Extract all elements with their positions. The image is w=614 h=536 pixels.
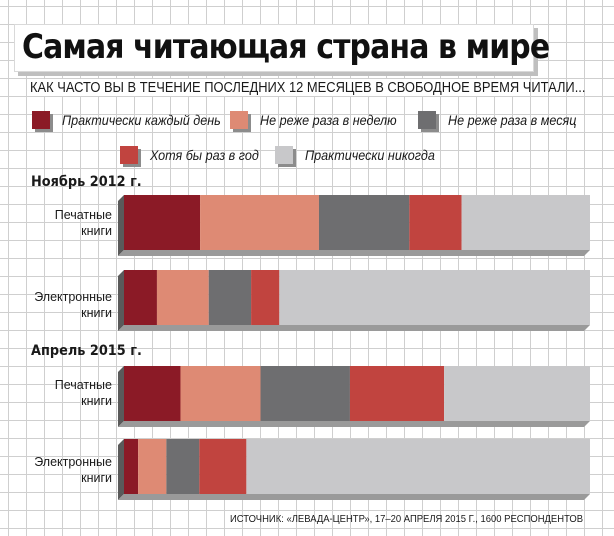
- chart-title: Самая читающая страна в мире: [22, 27, 550, 67]
- row-label-2015-ebook: Электронные книги: [2, 454, 112, 486]
- row-label-line: книги: [81, 471, 112, 485]
- bar-row-3: [118, 439, 590, 500]
- survey-question: КАК ЧАСТО ВЫ В ТЕЧЕНИЕ ПОСЛЕДНИХ 12 МЕСЯ…: [30, 79, 586, 96]
- bar-segment-monthly: [260, 366, 350, 421]
- bar-segment-yearly: [409, 195, 462, 250]
- legend-swatch-monthly: [418, 111, 436, 129]
- bar-segment-yearly: [251, 270, 280, 325]
- legend-label-weekly: Не реже раза в неделю: [260, 112, 397, 128]
- bar-row-0: [118, 195, 590, 256]
- row-label-line: Электронные: [34, 455, 112, 469]
- bar-segment-daily: [124, 439, 139, 494]
- bar-segment-weekly: [138, 439, 167, 494]
- row-label-2015-print: Печатные книги: [2, 377, 112, 409]
- bar-depth-side: [118, 366, 124, 427]
- legend-swatch-never: [275, 146, 293, 164]
- row-label-line: книги: [81, 224, 112, 238]
- bar-depth-bottom: [118, 325, 590, 331]
- bar-depth-side: [118, 270, 124, 331]
- row-label-line: Электронные: [34, 290, 112, 304]
- legend-label-never: Практически никогда: [305, 147, 435, 163]
- row-label-2012-ebook: Электронные книги: [2, 289, 112, 321]
- bar-segment-yearly: [349, 366, 445, 421]
- legend-swatch-yearly: [120, 146, 138, 164]
- legend-swatch-weekly: [230, 111, 248, 129]
- bar-segment-never: [246, 439, 590, 494]
- legend-label-yearly: Хотя бы раз в год: [150, 147, 259, 163]
- bar-row-2: [118, 366, 590, 427]
- bar-depth-bottom: [118, 421, 590, 427]
- row-label-line: Печатные: [54, 208, 112, 222]
- bar-segment-never: [444, 366, 590, 421]
- bar-row-1: [118, 270, 590, 331]
- bar-segment-weekly: [180, 366, 261, 421]
- bar-segment-never: [461, 195, 590, 250]
- legend-label-monthly: Не реже раза в месяц: [448, 112, 577, 128]
- bar-segment-never: [279, 270, 590, 325]
- row-label-line: Печатные: [54, 378, 112, 392]
- row-label-2012-print: Печатные книги: [2, 207, 112, 239]
- row-label-line: книги: [81, 306, 112, 320]
- bar-segment-monthly: [318, 195, 410, 250]
- row-label-line: книги: [81, 394, 112, 408]
- bar-segment-daily: [124, 270, 157, 325]
- bar-depth-bottom: [118, 494, 590, 500]
- section-title-2012: Ноябрь 2012 г.: [31, 174, 142, 190]
- bar-segment-weekly: [200, 195, 319, 250]
- title-box: [14, 24, 534, 72]
- bar-segment-yearly: [199, 439, 247, 494]
- bar-segment-daily: [124, 366, 181, 421]
- section-title-2015: Апрель 2015 г.: [31, 343, 142, 359]
- bar-segment-monthly: [166, 439, 200, 494]
- source-note: ИСТОЧНИК: «ЛЕВАДА-ЦЕНТР», 17–20 АПРЕЛЯ 2…: [230, 513, 584, 525]
- legend-swatch-daily: [32, 111, 50, 129]
- bar-depth-side: [118, 439, 124, 500]
- bar-segment-daily: [124, 195, 201, 250]
- bar-segment-monthly: [208, 270, 252, 325]
- legend-label-daily: Практически каждый день: [62, 112, 221, 128]
- bar-depth-side: [118, 195, 124, 256]
- bar-segment-weekly: [156, 270, 209, 325]
- bar-depth-bottom: [118, 250, 590, 256]
